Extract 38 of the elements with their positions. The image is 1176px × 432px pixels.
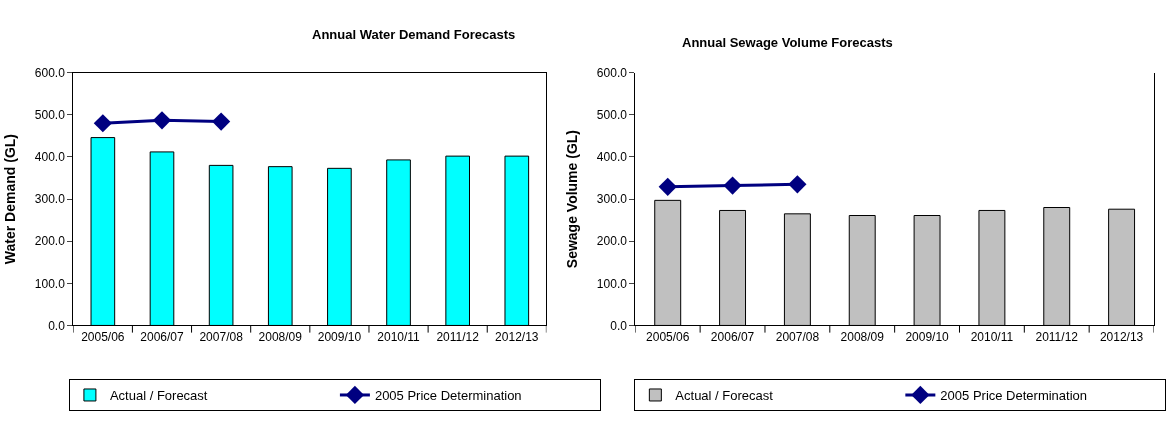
x-tick-label: 2006/07	[140, 329, 184, 344]
y-tick-label: 100.0	[596, 276, 628, 291]
chart-title: Annual Water Demand Forecasts	[312, 27, 516, 42]
x-tick-label: 2012/13	[495, 329, 539, 344]
y-tick-label: 600.0	[596, 65, 628, 80]
x-tick-label: 2011/12	[1035, 329, 1079, 344]
x-tick-label: 2009/10	[905, 329, 950, 344]
y-tick-label: 300.0	[34, 192, 66, 207]
y-tick-label: 200.0	[34, 234, 66, 249]
x-tick-label: 2012/13	[1099, 329, 1144, 344]
chart-title: Annual Sewage Volume Forecasts	[682, 35, 893, 50]
y-axis-title: Sewage Volume (GL)	[564, 129, 581, 269]
x-tick-label: 2010/11	[970, 329, 1014, 344]
x-tick-label: 2008/09	[840, 329, 885, 344]
x-tick-label: 2010/11	[377, 329, 421, 344]
y-tick-label: 600.0	[34, 65, 66, 80]
y-tick-label: 0.0	[610, 318, 628, 333]
legend-label: Actual / Forecast	[675, 388, 774, 404]
legend-label: 2005 Price Determination	[940, 388, 1088, 404]
x-tick-label: 2007/08	[775, 329, 820, 344]
y-tick-label: 0.0	[48, 318, 66, 333]
x-tick-label: 2005/06	[81, 329, 125, 344]
x-tick-label: 2006/07	[710, 329, 755, 344]
y-tick-label: 200.0	[596, 234, 628, 249]
x-tick-label: 2005/06	[646, 329, 690, 344]
y-tick-label: 500.0	[34, 108, 66, 123]
y-tick-label: 300.0	[596, 192, 628, 207]
y-tick-label: 100.0	[34, 276, 66, 291]
y-axis-title: Water Demand (GL)	[2, 134, 19, 265]
x-tick-label: 2008/09	[258, 329, 303, 344]
legend-label: Actual / Forecast	[109, 388, 208, 404]
y-tick-label: 400.0	[34, 150, 66, 165]
x-tick-label: 2009/10	[317, 329, 362, 344]
x-tick-label: 2007/08	[199, 329, 244, 344]
y-tick-label: 500.0	[596, 108, 628, 123]
x-tick-label: 2011/12	[436, 329, 480, 344]
legend-label: 2005 Price Determination	[374, 388, 522, 404]
y-tick-label: 400.0	[596, 150, 628, 165]
